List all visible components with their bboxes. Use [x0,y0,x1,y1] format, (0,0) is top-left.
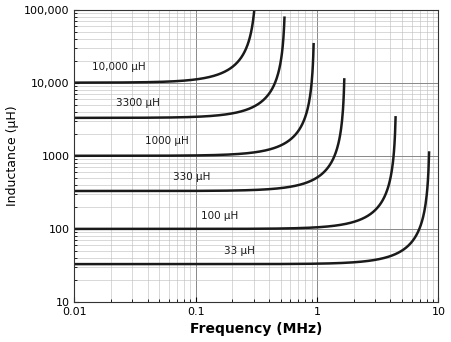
X-axis label: Frequency (MHz): Frequency (MHz) [190,323,322,337]
Text: 100 μH: 100 μH [201,211,238,221]
Text: 10,000 μH: 10,000 μH [92,62,146,72]
Y-axis label: Inductance (μH): Inductance (μH) [5,105,18,206]
Text: 1000 μH: 1000 μH [145,136,189,146]
Text: 33 μH: 33 μH [224,246,255,256]
Text: 330 μH: 330 μH [173,172,211,182]
Text: 3300 μH: 3300 μH [116,98,160,108]
